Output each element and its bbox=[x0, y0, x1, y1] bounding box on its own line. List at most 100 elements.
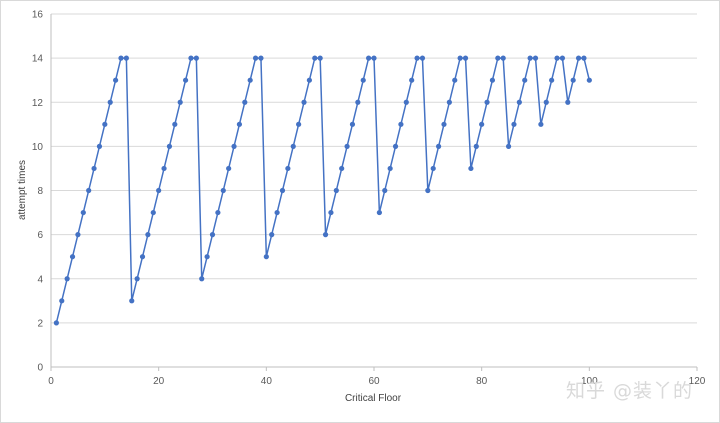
y-tick-label: 0 bbox=[37, 363, 43, 374]
data-point bbox=[425, 187, 431, 194]
x-tick-label: 0 bbox=[48, 376, 54, 387]
data-point bbox=[59, 298, 65, 304]
data-point bbox=[575, 55, 582, 61]
y-tick-label: 6 bbox=[37, 230, 43, 241]
data-point bbox=[366, 55, 372, 61]
data-point bbox=[382, 187, 388, 194]
data-point bbox=[414, 55, 420, 61]
axes bbox=[50, 14, 698, 371]
data-point bbox=[231, 143, 237, 149]
data-point bbox=[134, 276, 140, 282]
y-tick-label: 12 bbox=[32, 98, 44, 109]
data-point bbox=[554, 55, 560, 61]
data-point bbox=[333, 187, 339, 194]
data-point bbox=[69, 254, 76, 260]
series-group bbox=[53, 55, 592, 326]
y-tick-label: 4 bbox=[37, 274, 43, 285]
x-tick-label: 20 bbox=[153, 376, 165, 387]
data-point bbox=[263, 254, 269, 260]
data-point bbox=[339, 165, 345, 172]
data-point bbox=[387, 165, 393, 172]
data-point bbox=[371, 55, 377, 61]
x-tick-label: 80 bbox=[476, 376, 488, 387]
data-point bbox=[64, 276, 70, 282]
data-point bbox=[349, 121, 356, 127]
data-point bbox=[113, 77, 119, 83]
data-point bbox=[242, 99, 248, 105]
data-point bbox=[285, 165, 291, 172]
y-tick-label: 14 bbox=[32, 54, 44, 65]
data-point bbox=[123, 55, 129, 61]
data-point bbox=[177, 99, 183, 105]
data-point bbox=[301, 99, 307, 105]
data-point bbox=[274, 209, 280, 216]
data-point bbox=[403, 99, 409, 105]
data-point bbox=[252, 55, 259, 61]
y-tick-label: 10 bbox=[32, 142, 44, 153]
data-point bbox=[436, 143, 442, 149]
data-point bbox=[220, 187, 226, 194]
data-point bbox=[479, 121, 485, 127]
data-point bbox=[258, 55, 264, 61]
data-point bbox=[473, 143, 479, 149]
x-tick-label: 60 bbox=[368, 376, 380, 387]
data-point bbox=[317, 55, 323, 61]
data-point bbox=[559, 55, 566, 61]
data-point bbox=[505, 143, 512, 149]
data-point bbox=[236, 121, 243, 127]
data-point bbox=[344, 143, 350, 149]
data-point bbox=[53, 320, 59, 326]
data-point bbox=[107, 99, 113, 105]
data-point bbox=[199, 276, 205, 282]
data-point bbox=[527, 55, 533, 61]
data-point bbox=[296, 121, 302, 127]
data-point bbox=[188, 55, 194, 61]
data-point bbox=[86, 187, 92, 194]
data-point bbox=[581, 55, 587, 61]
data-point bbox=[269, 232, 275, 238]
data-point bbox=[182, 77, 189, 83]
data-point bbox=[102, 121, 108, 127]
data-point bbox=[446, 99, 452, 105]
data-point bbox=[312, 55, 318, 61]
data-point bbox=[495, 55, 501, 61]
data-point bbox=[290, 143, 296, 149]
data-point bbox=[80, 209, 86, 216]
x-tick-label: 40 bbox=[261, 376, 273, 387]
data-point bbox=[452, 77, 458, 83]
data-point bbox=[91, 165, 97, 172]
y-tick-label: 8 bbox=[37, 186, 43, 197]
data-point bbox=[543, 99, 549, 105]
data-point bbox=[392, 143, 399, 149]
data-point bbox=[489, 77, 496, 83]
x-axis-title: Critical Floor bbox=[345, 393, 402, 404]
data-point bbox=[360, 77, 366, 83]
data-point bbox=[419, 55, 426, 61]
series-line bbox=[55, 57, 591, 324]
data-point bbox=[516, 99, 522, 105]
data-point bbox=[511, 121, 517, 127]
data-point bbox=[570, 77, 576, 83]
data-point bbox=[322, 232, 329, 238]
data-point bbox=[161, 165, 167, 172]
watermark: 知乎 @装丫的 bbox=[566, 380, 694, 402]
data-point bbox=[96, 143, 103, 149]
data-point bbox=[457, 55, 463, 61]
data-point bbox=[129, 298, 135, 304]
data-point bbox=[150, 209, 156, 216]
data-point bbox=[279, 187, 286, 194]
data-point bbox=[215, 209, 221, 216]
tick-labels: 0 2 4 6 8 10 12 14 16 0 20 40 60 80 100 120 bbox=[32, 10, 706, 388]
data-point bbox=[522, 77, 528, 83]
data-point bbox=[409, 77, 415, 83]
data-point bbox=[226, 165, 232, 172]
y-tick-label: 2 bbox=[37, 318, 43, 329]
data-point bbox=[398, 121, 404, 127]
data-point bbox=[430, 165, 436, 172]
data-point bbox=[538, 121, 544, 127]
data-point bbox=[247, 77, 253, 83]
data-point bbox=[328, 209, 334, 216]
data-point bbox=[586, 77, 592, 83]
y-tick-label: 16 bbox=[32, 10, 44, 21]
